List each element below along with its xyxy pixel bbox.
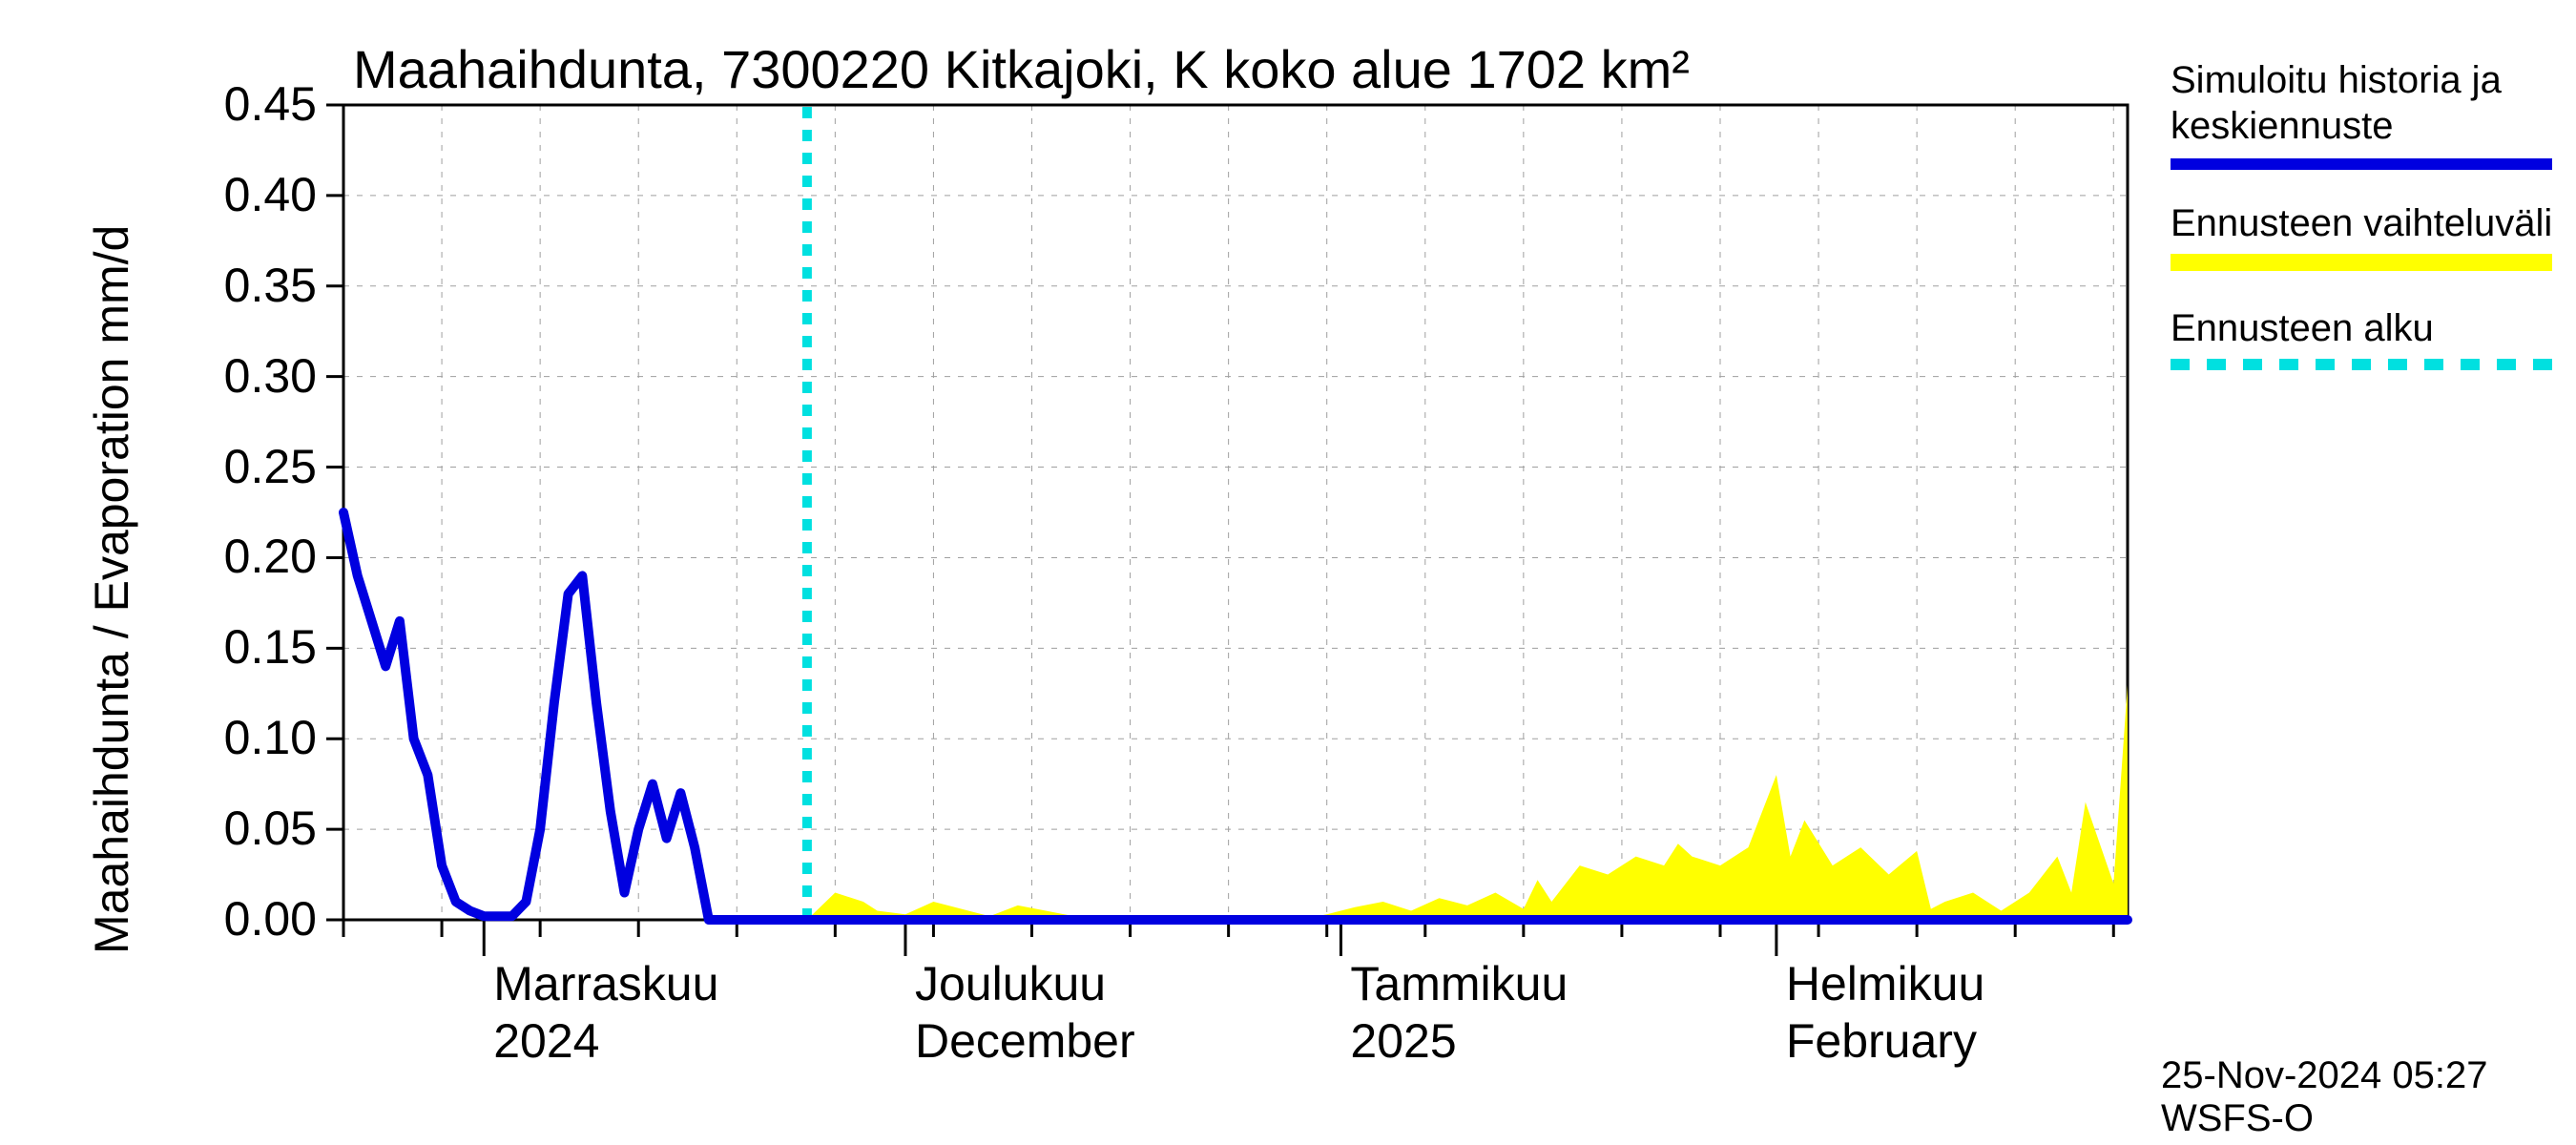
legend-swatch [2171,254,2552,271]
chart-svg [0,0,2576,1145]
legend-label: Ennusteen vaihteluväli [2171,200,2552,246]
y-tick-label: 0.00 [224,891,317,947]
x-tick-label: Joulukuu [915,956,1106,1011]
y-tick-label: 0.20 [224,529,317,584]
y-tick-label: 0.30 [224,348,317,404]
y-tick-label: 0.35 [224,258,317,313]
y-tick-label: 0.10 [224,710,317,765]
x-tick-label: 2025 [1350,1013,1456,1069]
x-tick-label: Helmikuu [1786,956,1984,1011]
legend-label: Ennusteen alku [2171,305,2434,351]
x-tick-label: Marraskuu [493,956,718,1011]
x-tick-label: December [915,1013,1135,1069]
forecast-range-area [807,684,2128,920]
y-tick-label: 0.05 [224,801,317,856]
y-tick-label: 0.25 [224,439,317,494]
x-tick-label: Tammikuu [1350,956,1568,1011]
x-tick-label: 2024 [493,1013,599,1069]
chart-container: Maahaihdunta, 7300220 Kitkajoki, K koko … [0,0,2576,1145]
y-tick-label: 0.15 [224,619,317,675]
y-tick-label: 0.45 [224,76,317,132]
chart-footer: 25-Nov-2024 05:27 WSFS-O [2161,1054,2576,1140]
x-tick-label: February [1786,1013,1977,1069]
y-tick-label: 0.40 [224,167,317,222]
legend-label: Simuloitu historia jakeskiennuste [2171,57,2502,149]
